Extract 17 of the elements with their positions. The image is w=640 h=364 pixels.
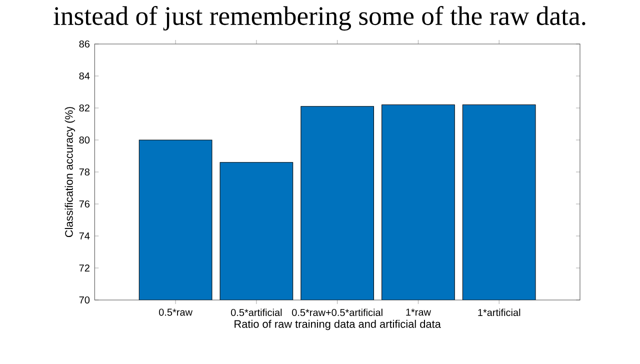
x-tick-label: 0.5*raw bbox=[159, 308, 193, 316]
x-tick-label: 1*artificial bbox=[478, 308, 520, 316]
text: instead of just remembering some of the raw data. bbox=[54, 6, 586, 31]
y-tick-label: 74 bbox=[79, 232, 90, 240]
y-tick-label: 84 bbox=[79, 72, 90, 80]
y-tick-label: 76 bbox=[79, 200, 90, 208]
y-tick-label: 86 bbox=[79, 40, 90, 48]
y-tick-label: 72 bbox=[79, 264, 90, 272]
x-tick-label: 1*raw bbox=[406, 308, 432, 316]
y-axis-title: Classification accuracy (%) bbox=[64, 107, 76, 238]
y-tick-label: 80 bbox=[79, 136, 90, 144]
y-tick-label: 70 bbox=[79, 296, 90, 304]
x-tick-label: 0.5*artificial bbox=[231, 308, 282, 316]
y-tick-label: 82 bbox=[79, 104, 90, 112]
y-tick-label: 78 bbox=[79, 168, 90, 176]
x-tick-label: 0.5*raw+0.5*artificial bbox=[292, 308, 382, 316]
x-axis-title: Ratio of raw training data and artificial data bbox=[234, 320, 441, 330]
